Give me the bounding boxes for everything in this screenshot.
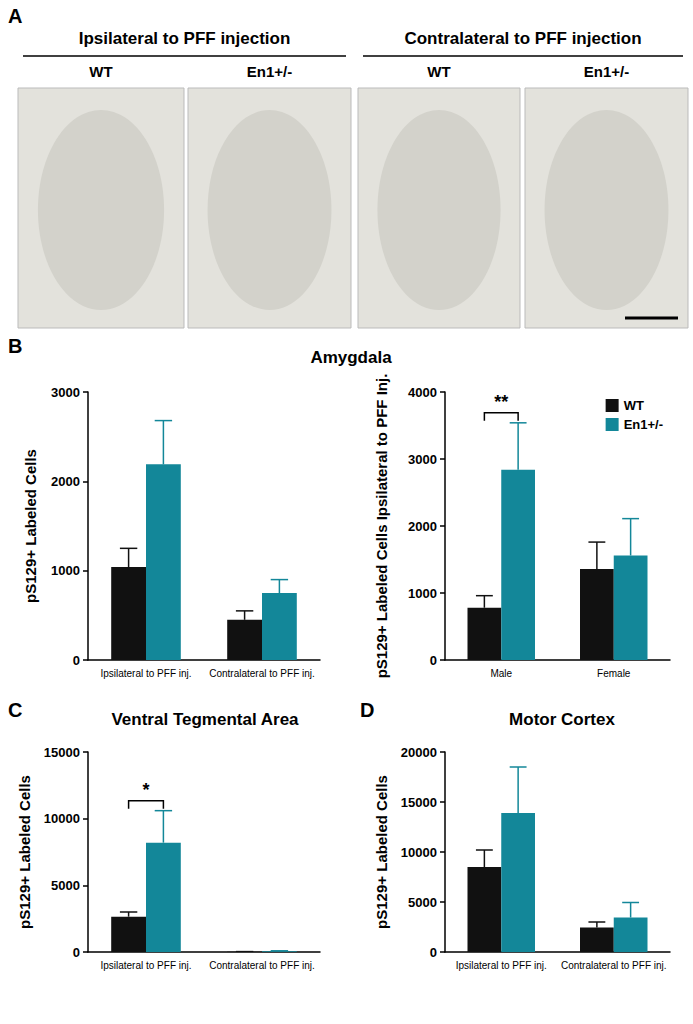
svg-text:A: A <box>8 5 22 27</box>
svg-text:Female: Female <box>597 668 631 679</box>
svg-text:1000: 1000 <box>51 563 80 578</box>
svg-text:Ipsilateral to PFF inj.: Ipsilateral to PFF inj. <box>100 960 191 971</box>
svg-text:Ipsilateral to PFF inj.: Ipsilateral to PFF inj. <box>100 668 191 679</box>
svg-text:Amygdala: Amygdala <box>310 348 392 367</box>
svg-text:B: B <box>8 335 22 357</box>
svg-text:pS129+ Labeled Cells: pS129+ Labeled Cells <box>16 775 33 929</box>
svg-text:Ventral Tegmental Area: Ventral Tegmental Area <box>111 710 299 729</box>
svg-text:2000: 2000 <box>408 519 437 534</box>
svg-text:10000: 10000 <box>401 845 437 860</box>
svg-text:En1+/-: En1+/- <box>624 417 663 432</box>
svg-text:2000: 2000 <box>51 474 80 489</box>
svg-text:5000: 5000 <box>51 878 80 893</box>
svg-text:4000: 4000 <box>408 385 437 400</box>
svg-text:15000: 15000 <box>44 745 80 760</box>
svg-text:D: D <box>360 699 374 721</box>
svg-text:En1+/-: En1+/- <box>584 63 629 80</box>
svg-text:Contralateral to PFF inj.: Contralateral to PFF inj. <box>209 668 315 679</box>
svg-text:pS129+ Labeled Cells: pS129+ Labeled Cells <box>373 775 390 929</box>
svg-text:En1+/-: En1+/- <box>247 63 292 80</box>
svg-text:Motor Cortex: Motor Cortex <box>509 710 615 729</box>
svg-text:3000: 3000 <box>51 385 80 400</box>
svg-text:0: 0 <box>430 653 437 668</box>
svg-text:pS129+ Labeled Cells Ipsilater: pS129+ Labeled Cells Ipsilateral to PFF … <box>373 374 390 679</box>
svg-text:pS129+ Labeled Cells: pS129+ Labeled Cells <box>22 449 39 603</box>
svg-text:WT: WT <box>624 398 644 413</box>
svg-text:3000: 3000 <box>408 452 437 467</box>
svg-text:15000: 15000 <box>401 795 437 810</box>
svg-text:Contralateral to PFF injection: Contralateral to PFF injection <box>404 29 641 48</box>
svg-text:Contralateral to PFF inj.: Contralateral to PFF inj. <box>209 960 315 971</box>
svg-text:Ipsilateral to PFF injection: Ipsilateral to PFF injection <box>79 29 291 48</box>
svg-text:C: C <box>8 699 22 721</box>
svg-text:Male: Male <box>490 668 512 679</box>
svg-text:1000: 1000 <box>408 586 437 601</box>
svg-text:*: * <box>142 780 149 800</box>
svg-text:0: 0 <box>73 945 80 960</box>
svg-text:WT: WT <box>89 63 112 80</box>
svg-text:20000: 20000 <box>401 745 437 760</box>
svg-text:Ipsilateral to PFF inj.: Ipsilateral to PFF inj. <box>456 960 547 971</box>
svg-text:0: 0 <box>73 653 80 668</box>
svg-text:10000: 10000 <box>44 811 80 826</box>
svg-text:5000: 5000 <box>408 895 437 910</box>
svg-text:**: ** <box>494 392 508 412</box>
svg-text:WT: WT <box>427 63 450 80</box>
svg-text:Contralateral to PFF inj.: Contralateral to PFF inj. <box>561 960 667 971</box>
svg-text:0: 0 <box>430 945 437 960</box>
